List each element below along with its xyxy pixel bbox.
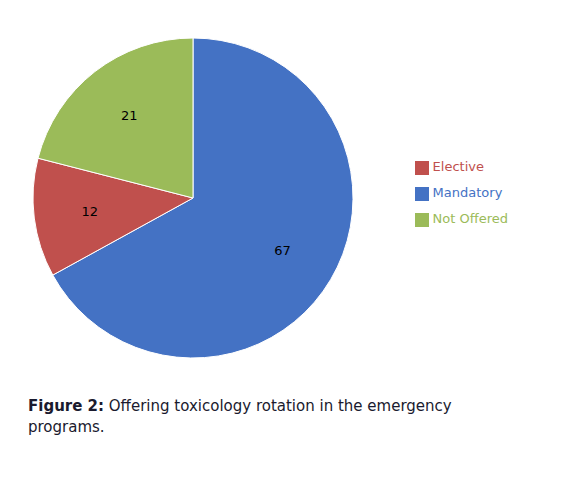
html-text:Mandatory: Mandatory: [432, 185, 503, 200]
svg-text:21: 21: [121, 108, 138, 123]
html-text:Not Offered: Not Offered: [432, 211, 508, 226]
html-text:Figure 2: Offering toxicology: Figure 2: Offering toxicology rotation i…: [28, 397, 452, 436]
svg-text:12: 12: [82, 204, 99, 219]
html-text:Elective: Elective: [432, 159, 484, 174]
svg-text:67: 67: [274, 243, 291, 258]
